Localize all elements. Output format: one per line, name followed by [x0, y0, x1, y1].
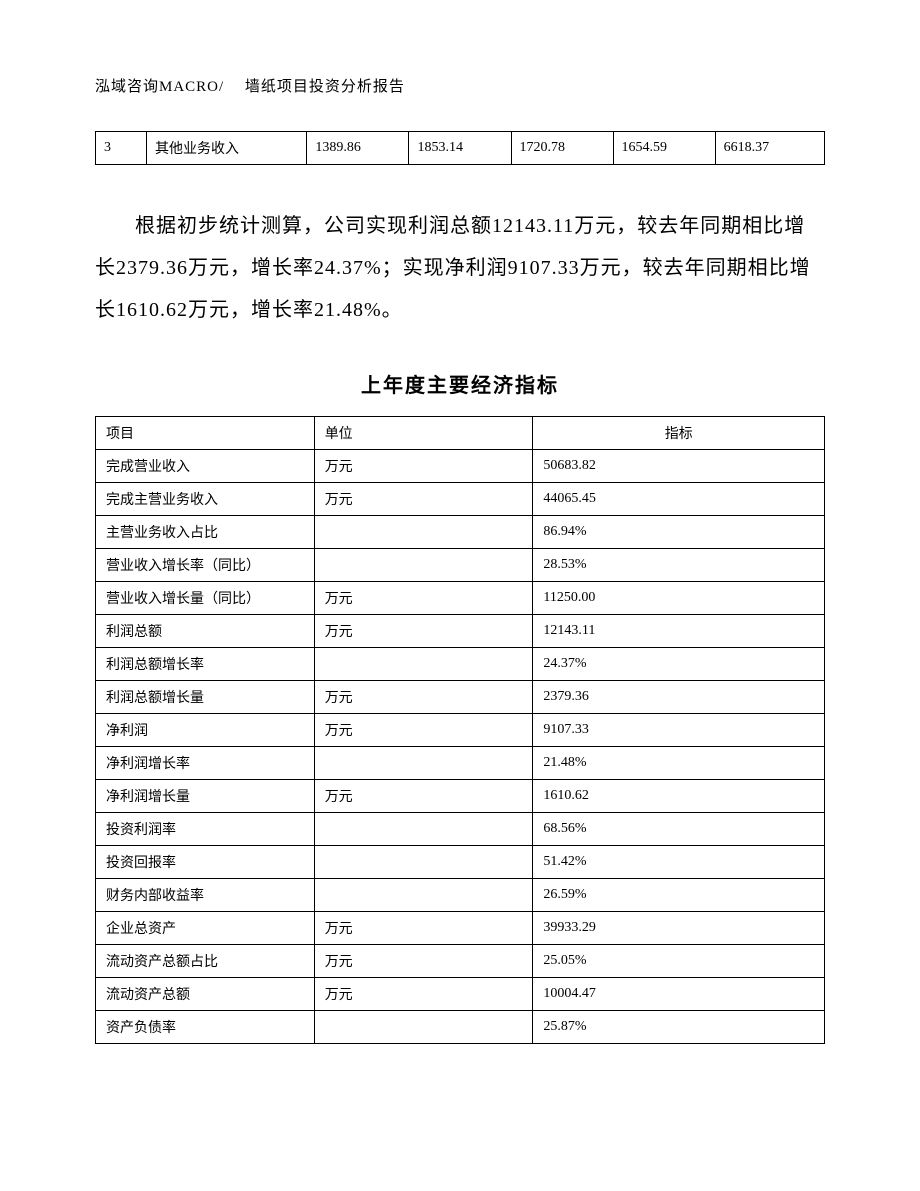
cell-indicator: 28.53%: [533, 549, 825, 582]
cell-item: 投资回报率: [96, 846, 315, 879]
cell-item: 企业总资产: [96, 912, 315, 945]
cell-unit: 万元: [314, 483, 533, 516]
cell-unit: [314, 846, 533, 879]
cell-unit: 万元: [314, 615, 533, 648]
cell-value: 6618.37: [715, 132, 824, 165]
cell-indicator: 50683.82: [533, 450, 825, 483]
table-row: 净利润增长量万元1610.62: [96, 780, 825, 813]
cell-indicator: 12143.11: [533, 615, 825, 648]
table-row: 净利润万元9107.33: [96, 714, 825, 747]
cell-item: 流动资产总额: [96, 978, 315, 1011]
section-title: 上年度主要经济指标: [95, 369, 825, 398]
cell-item: 投资利润率: [96, 813, 315, 846]
header-unit: 单位: [314, 417, 533, 450]
table-row: 完成营业收入万元50683.82: [96, 450, 825, 483]
cell-indicator: 10004.47: [533, 978, 825, 1011]
header-indicator: 指标: [533, 417, 825, 450]
cell-unit: [314, 549, 533, 582]
table-row: 营业收入增长量（同比）万元11250.00: [96, 582, 825, 615]
cell-value: 1720.78: [511, 132, 613, 165]
cell-unit: [314, 813, 533, 846]
cell-indicator: 51.42%: [533, 846, 825, 879]
cell-unit: [314, 747, 533, 780]
top-summary-table: 3 其他业务收入 1389.86 1853.14 1720.78 1654.59…: [95, 131, 825, 165]
cell-indicator: 25.87%: [533, 1011, 825, 1044]
cell-item: 资产负债率: [96, 1011, 315, 1044]
cell-item: 营业收入增长量（同比）: [96, 582, 315, 615]
table-row: 财务内部收益率 26.59%: [96, 879, 825, 912]
table-row: 利润总额增长量万元2379.36: [96, 681, 825, 714]
cell-item: 完成主营业务收入: [96, 483, 315, 516]
cell-item: 利润总额增长量: [96, 681, 315, 714]
table-header-row: 项目 单位 指标: [96, 417, 825, 450]
cell-item: 净利润: [96, 714, 315, 747]
cell-indicator: 24.37%: [533, 648, 825, 681]
table-row: 营业收入增长率（同比） 28.53%: [96, 549, 825, 582]
cell-unit: 万元: [314, 780, 533, 813]
cell-indicator: 11250.00: [533, 582, 825, 615]
cell-unit: [314, 648, 533, 681]
table-row: 完成主营业务收入万元44065.45: [96, 483, 825, 516]
table-row: 利润总额增长率 24.37%: [96, 648, 825, 681]
cell-item: 主营业务收入占比: [96, 516, 315, 549]
cell-indicator: 25.05%: [533, 945, 825, 978]
cell-unit: 万元: [314, 582, 533, 615]
cell-indicator: 44065.45: [533, 483, 825, 516]
cell-indicator: 26.59%: [533, 879, 825, 912]
cell-item: 利润总额: [96, 615, 315, 648]
table-row: 资产负债率 25.87%: [96, 1011, 825, 1044]
table-row: 利润总额万元12143.11: [96, 615, 825, 648]
cell-item: 财务内部收益率: [96, 879, 315, 912]
cell-unit: 万元: [314, 978, 533, 1011]
economic-indicators-table: 项目 单位 指标 完成营业收入万元50683.82完成主营业务收入万元44065…: [95, 416, 825, 1044]
cell-index: 3: [96, 132, 147, 165]
cell-item: 完成营业收入: [96, 450, 315, 483]
cell-value: 1853.14: [409, 132, 511, 165]
table-row: 流动资产总额万元10004.47: [96, 978, 825, 1011]
table-row: 投资利润率 68.56%: [96, 813, 825, 846]
cell-unit: 万元: [314, 714, 533, 747]
table-row: 净利润增长率 21.48%: [96, 747, 825, 780]
cell-indicator: 9107.33: [533, 714, 825, 747]
cell-item: 流动资产总额占比: [96, 945, 315, 978]
table-row: 3 其他业务收入 1389.86 1853.14 1720.78 1654.59…: [96, 132, 825, 165]
cell-unit: 万元: [314, 912, 533, 945]
cell-unit: [314, 1011, 533, 1044]
cell-indicator: 2379.36: [533, 681, 825, 714]
cell-indicator: 21.48%: [533, 747, 825, 780]
document-header: 泓域咨询MACRO/ 墙纸项目投资分析报告: [95, 75, 825, 96]
cell-unit: 万元: [314, 681, 533, 714]
table-row: 主营业务收入占比 86.94%: [96, 516, 825, 549]
cell-unit: 万元: [314, 450, 533, 483]
cell-item: 净利润增长量: [96, 780, 315, 813]
cell-value: 1654.59: [613, 132, 715, 165]
cell-item: 营业收入增长率（同比）: [96, 549, 315, 582]
cell-item: 净利润增长率: [96, 747, 315, 780]
table-row: 流动资产总额占比万元25.05%: [96, 945, 825, 978]
table-row: 企业总资产万元39933.29: [96, 912, 825, 945]
cell-unit: 万元: [314, 945, 533, 978]
cell-indicator: 39933.29: [533, 912, 825, 945]
cell-unit: [314, 516, 533, 549]
header-item: 项目: [96, 417, 315, 450]
cell-label: 其他业务收入: [147, 132, 307, 165]
summary-paragraph: 根据初步统计测算，公司实现利润总额12143.11万元，较去年同期相比增长237…: [95, 205, 825, 331]
cell-value: 1389.86: [307, 132, 409, 165]
cell-item: 利润总额增长率: [96, 648, 315, 681]
cell-indicator: 1610.62: [533, 780, 825, 813]
cell-unit: [314, 879, 533, 912]
cell-indicator: 68.56%: [533, 813, 825, 846]
table-row: 投资回报率 51.42%: [96, 846, 825, 879]
cell-indicator: 86.94%: [533, 516, 825, 549]
